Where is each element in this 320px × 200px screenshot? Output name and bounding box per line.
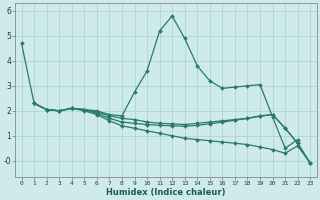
X-axis label: Humidex (Indice chaleur): Humidex (Indice chaleur) bbox=[106, 188, 226, 197]
